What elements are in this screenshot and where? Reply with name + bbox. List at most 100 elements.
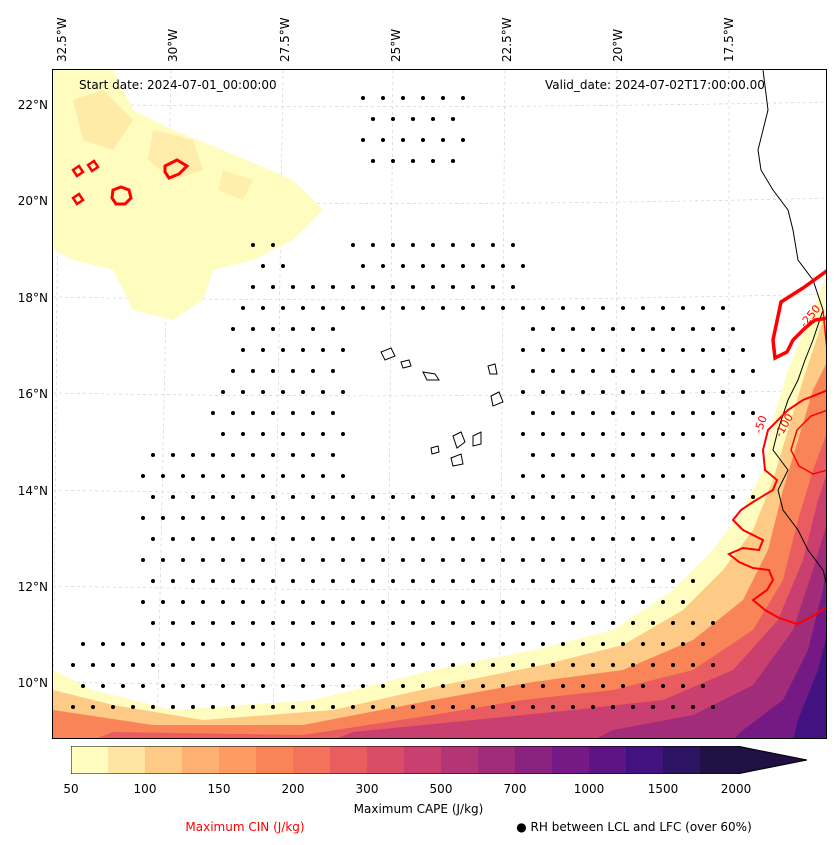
rh-dot (541, 684, 545, 688)
rh-dot (621, 390, 625, 394)
rh-dot (361, 558, 365, 562)
rh-dot (691, 663, 695, 667)
rh-dot (651, 663, 655, 667)
rh-dot (331, 369, 335, 373)
rh-dot (421, 600, 425, 604)
rh-dot (531, 579, 535, 583)
rh-dot (611, 369, 615, 373)
rh-dot (441, 558, 445, 562)
rh-dot (681, 474, 685, 478)
colorbar-segment (478, 746, 515, 774)
rh-dot (481, 600, 485, 604)
rh-dot (111, 705, 115, 709)
rh-dot (371, 243, 375, 247)
rh-dot (501, 264, 505, 268)
rh-dot (221, 558, 225, 562)
rh-dot (671, 579, 675, 583)
rh-dot (581, 348, 585, 352)
rh-dot (361, 306, 365, 310)
rh-dot (211, 705, 215, 709)
rh-dot (91, 705, 95, 709)
rh-dot (141, 600, 145, 604)
rh-dot (91, 663, 95, 667)
rh-dot (71, 705, 75, 709)
rh-dot (511, 663, 515, 667)
rh-dot (331, 327, 335, 331)
rh-dot (411, 621, 415, 625)
rh-dot (291, 285, 295, 289)
rh-dot (541, 558, 545, 562)
rh-dot (271, 369, 275, 373)
rh-dot (511, 285, 515, 289)
rh-dot (431, 663, 435, 667)
rh-dot (471, 663, 475, 667)
rh-dot (341, 516, 345, 520)
rh-dot (231, 369, 235, 373)
rh-dot (261, 558, 265, 562)
colorbar-segment (552, 746, 589, 774)
rh-dot (311, 579, 315, 583)
rh-dot (321, 306, 325, 310)
rh-dot (301, 348, 305, 352)
rh-dot (561, 600, 565, 604)
rh-legend-label: ● RH between LCL and LFC (over 60%) (516, 820, 752, 834)
rh-dot (291, 663, 295, 667)
rh-dot (601, 432, 605, 436)
rh-dot (241, 348, 245, 352)
rh-dot (561, 390, 565, 394)
lat-label: 10°N (17, 676, 48, 690)
rh-dot (351, 705, 355, 709)
rh-dot (541, 348, 545, 352)
lon-label: 17.5°W (722, 17, 736, 62)
rh-dot (291, 705, 295, 709)
rh-dot (271, 243, 275, 247)
rh-dot (421, 516, 425, 520)
rh-dot (431, 285, 435, 289)
rh-dot (331, 705, 335, 709)
rh-dot (371, 495, 375, 499)
colorbar-segment (515, 746, 552, 774)
rh-dot (551, 453, 555, 457)
rh-dot (631, 327, 635, 331)
rh-dot (301, 684, 305, 688)
colorbar-segments (71, 746, 808, 774)
rh-dot (291, 453, 295, 457)
rh-dot (311, 369, 315, 373)
rh-dot (701, 348, 705, 352)
rh-dot (671, 327, 675, 331)
rh-dot (681, 558, 685, 562)
rh-dot (531, 495, 535, 499)
rh-dot (271, 621, 275, 625)
rh-dot (341, 558, 345, 562)
rh-dot (531, 537, 535, 541)
rh-dot (661, 348, 665, 352)
rh-dot (271, 411, 275, 415)
rh-dot (581, 432, 585, 436)
rh-dot (491, 285, 495, 289)
colorbar-segment (330, 746, 367, 774)
rh-dot (561, 306, 565, 310)
rh-dot (561, 684, 565, 688)
rh-dot (501, 516, 505, 520)
rh-dot (571, 663, 575, 667)
rh-dot (231, 495, 235, 499)
rh-dot (491, 495, 495, 499)
rh-dot (651, 411, 655, 415)
rh-dot (251, 369, 255, 373)
rh-dot (411, 495, 415, 499)
rh-dot (521, 600, 525, 604)
rh-dot (201, 684, 205, 688)
rh-dot (261, 432, 265, 436)
rh-dot (231, 537, 235, 541)
rh-dot (241, 558, 245, 562)
rh-dot (651, 537, 655, 541)
rh-dot (661, 600, 665, 604)
rh-dot (381, 138, 385, 142)
rh-dot (571, 705, 575, 709)
rh-dot (461, 96, 465, 100)
rh-dot (401, 96, 405, 100)
rh-dot (281, 474, 285, 478)
rh-dot (151, 579, 155, 583)
rh-dot (351, 495, 355, 499)
rh-dot (581, 684, 585, 688)
